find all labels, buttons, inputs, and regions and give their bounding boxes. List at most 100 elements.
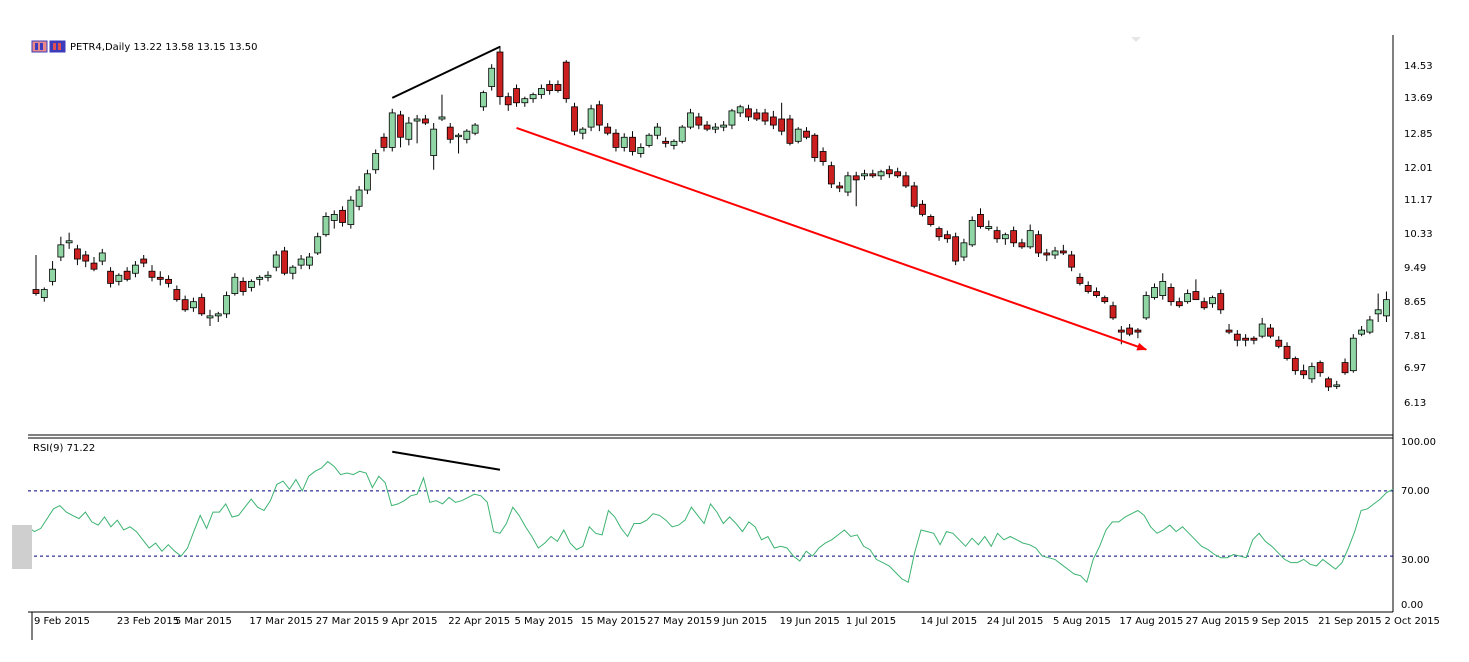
candle [206, 309, 214, 327]
candle-body-down [1076, 276, 1084, 284]
candle [720, 121, 728, 132]
candle-body-up [711, 126, 719, 130]
candle-body-down [1300, 370, 1308, 376]
panel-scroll-tab[interactable] [12, 525, 32, 569]
candle [670, 139, 678, 150]
candle-body-down [935, 228, 943, 238]
candle-body-down [421, 118, 429, 124]
candle-body-down [571, 106, 578, 132]
candle [256, 275, 264, 286]
candle [306, 252, 313, 270]
candle [769, 110, 777, 130]
candle-body-up [388, 112, 396, 148]
candle [943, 230, 951, 243]
candle [761, 108, 769, 126]
candle-body-up [844, 175, 852, 193]
candle-body-up [49, 268, 56, 282]
rsi-series [27, 460, 1394, 584]
rsi-trendline [392, 450, 501, 471]
candle-body-up [347, 199, 355, 225]
candle-body-up [355, 189, 363, 207]
candle [513, 84, 520, 107]
rsi-tick-label: 70.00 [1401, 486, 1430, 497]
candle-body-up [363, 173, 371, 191]
candle [811, 133, 819, 162]
candle [571, 102, 578, 136]
candle [82, 250, 90, 268]
candle-body-down [1010, 230, 1018, 244]
candle-body-down [1134, 329, 1142, 333]
candle-body-up [488, 67, 496, 87]
candle [1035, 230, 1042, 258]
candle [1109, 301, 1117, 320]
candle-body-up [264, 274, 272, 278]
candle [446, 123, 454, 144]
candle-body-up [65, 240, 73, 244]
candle [148, 265, 156, 282]
candle [1200, 297, 1208, 310]
time-axis-label: 27 Mar 2015 [316, 616, 379, 627]
candle-body-up [405, 122, 413, 140]
rsi-ticks: 100.00 70.00 30.00 0.00 [1401, 437, 1436, 611]
candle [910, 181, 918, 209]
candle-body-down [107, 270, 114, 284]
candle [231, 273, 239, 296]
candle [322, 212, 330, 237]
candle-body-up [1184, 293, 1192, 303]
candle [1341, 358, 1349, 375]
candle-body-up [438, 116, 446, 120]
candle-body-down [1283, 345, 1291, 359]
candle-body-down [1093, 291, 1100, 296]
price-tick-label: 10.33 [1404, 229, 1433, 240]
candle [687, 108, 694, 130]
candle [1167, 283, 1175, 306]
candle [637, 143, 645, 158]
candle [1349, 334, 1357, 373]
time-axis-label: 5 Mar 2015 [175, 616, 232, 627]
candle [877, 169, 885, 180]
candle-body-up [1258, 323, 1266, 337]
candle-body-up [794, 128, 802, 142]
candle [604, 123, 612, 136]
candle [1291, 356, 1299, 375]
candle-body-down [811, 134, 819, 158]
candle [239, 277, 247, 296]
price-tick-label: 6.97 [1404, 363, 1426, 374]
candle-body-down [761, 112, 769, 122]
candle [1059, 244, 1067, 255]
candle-body-up [687, 112, 694, 128]
candle-body-up [289, 266, 297, 274]
candle [98, 248, 106, 266]
candle-body-down [1267, 327, 1274, 337]
candle-body-down [695, 116, 703, 126]
candle [1217, 289, 1225, 314]
candle-body-up [537, 88, 545, 96]
candle-body-down [604, 126, 612, 134]
candle-body-down [504, 96, 512, 106]
candle-body-up [1374, 309, 1382, 315]
candle-body-down [1117, 329, 1125, 333]
candle [32, 254, 40, 296]
shift-marker [1131, 37, 1141, 42]
rsi-tick-label: 0.00 [1401, 600, 1423, 611]
price-tick-label: 7.81 [1404, 331, 1426, 342]
candle [778, 102, 786, 136]
candle [1283, 342, 1291, 361]
candle-body-down [148, 270, 156, 278]
price-trendlines [391, 45, 1148, 351]
candle [521, 96, 529, 107]
candle [1308, 362, 1316, 383]
candle [115, 273, 123, 286]
time-axis-label: 9 Jun 2015 [713, 616, 767, 627]
candle-body-down [123, 270, 131, 280]
candle [297, 254, 305, 270]
candle-body-down [198, 297, 206, 315]
candle-body-down [74, 248, 81, 260]
candle [223, 291, 230, 318]
time-axis-label: 19 Jun 2015 [780, 616, 840, 627]
candle [1084, 281, 1092, 294]
candle-body-down [562, 61, 570, 100]
candle [123, 267, 131, 282]
candle [546, 80, 554, 95]
time-axis-label: 21 Sep 2015 [1318, 616, 1381, 627]
